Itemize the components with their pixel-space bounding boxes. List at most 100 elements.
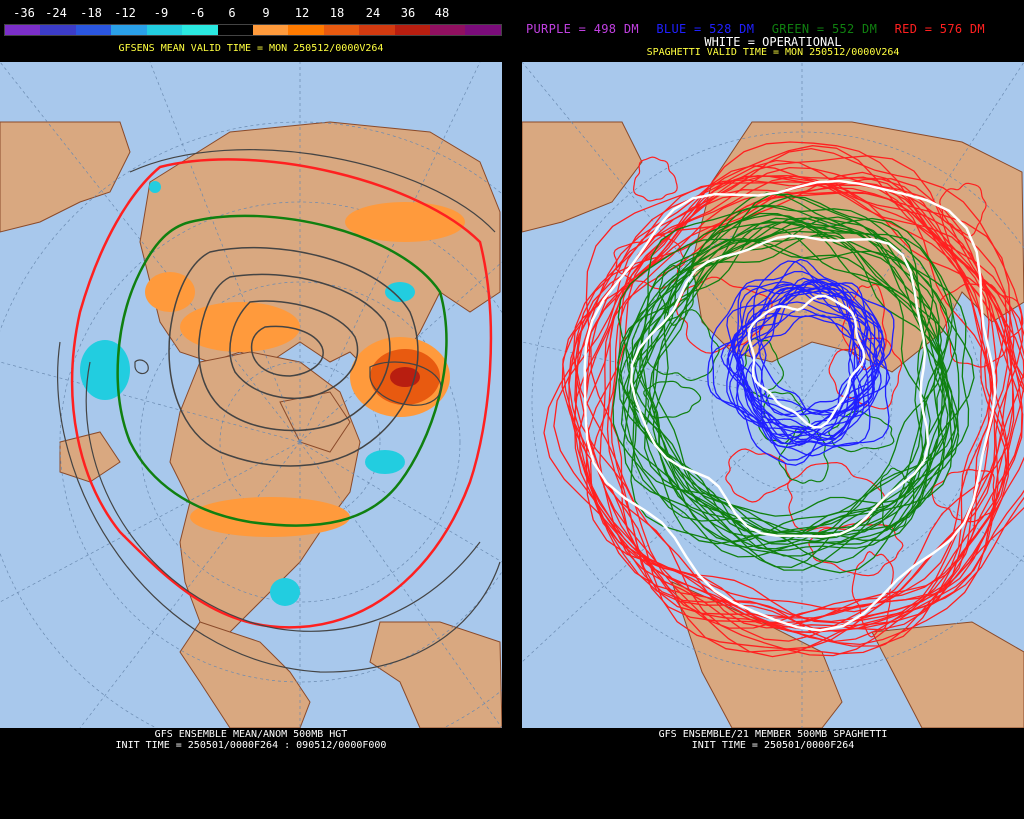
negative-anomaly [385,282,415,302]
negative-anomaly [365,450,405,474]
valid-time-title: GFSENS MEAN VALID TIME = MON 250512/0000… [118,43,384,54]
contour-576-member [585,174,1024,634]
contour-552-member [626,221,942,541]
contour [369,361,442,406]
contour-552-member [648,192,959,543]
contour [250,325,324,377]
contour-552-member [643,380,702,419]
scale-label: -9 [153,6,169,20]
contour-552-member [639,225,941,543]
contour-528-member [710,285,859,466]
contour-528-member [751,277,865,447]
contour-576-member [606,175,1023,624]
colorbar-swatch [146,25,183,35]
contour-552-member [640,221,949,545]
positive-anomaly [345,202,465,242]
contour-552-member [619,205,934,545]
legend-purple: PURPLE = 498 DM [526,22,639,36]
contour-528-member [736,281,878,443]
contour-552-member [652,237,949,569]
anomaly-colorbar [4,24,502,36]
negative-anomaly [270,578,300,606]
operational-552 [630,234,930,538]
operational-576 [583,179,997,632]
contour-576 [70,158,493,629]
mean-anomaly-map [0,62,502,728]
footer-line2: INIT TIME = 250501/0000F264 : 090512/000… [115,740,387,751]
contour-528-member [726,308,878,445]
contour-552-member [632,213,953,558]
panel-divider [502,0,522,819]
legend-blue: BLUE = 528 DM [656,22,755,36]
contour-576-member [675,276,773,354]
colorbar-swatch [5,25,41,35]
spaghetti-contours [543,141,1024,658]
colorbar-swatch [75,25,112,35]
contour [57,341,501,673]
contour-528-member [735,270,886,440]
contour-528-member [735,315,866,437]
positive-anomaly [390,367,420,387]
contour-552-member [612,225,945,535]
contour-552-member [646,309,720,382]
anomaly-shading [80,181,465,606]
contour-552-member [620,235,931,539]
colorbar-swatch [430,25,466,35]
colorbar-swatch [252,25,289,35]
scale-label: -12 [114,6,136,20]
colorbar-swatch [465,25,501,35]
colorbar-swatch [323,25,360,35]
contour [134,359,149,375]
negative-anomaly [80,340,130,400]
contour-576-member [610,141,1024,619]
contour-576-member [931,468,996,523]
spaghetti-panel: PURPLE = 498 DM BLUE = 528 DM GREEN = 55… [522,0,1024,819]
scale-label: -36 [13,6,35,20]
contour-576-member [632,156,678,202]
positive-anomaly [180,302,300,352]
colorbar-swatch [288,25,324,35]
colorbar-swatch [182,25,218,35]
positive-anomaly [145,272,195,312]
scale-label: -6 [189,6,205,20]
contour-576-member [553,175,1008,620]
contour [198,273,391,432]
spaghetti-valid-time: SPAGHETTI VALID TIME = MON 250512/0000V2… [646,47,900,58]
contour-552-member [828,410,895,453]
contour-576-member [851,550,894,638]
contour-552-member [652,193,952,517]
footer-line2: INIT TIME = 250501/0000F264 [691,740,855,751]
contour [85,361,481,632]
contour-552-member [622,230,960,536]
scale-label: 36 [400,6,416,20]
scale-label: 24 [365,6,381,20]
scale-label: -24 [45,6,67,20]
anomaly-scale-labels: -36 -24 -18 -12 -9 -6 6 9 12 18 24 36 48 [4,6,500,20]
contour-576-member [599,171,1024,646]
contour-576-member [568,180,1024,647]
colorbar-swatch [111,25,147,35]
scale-label: 18 [329,6,345,20]
colorbar-swatch [359,25,395,35]
scale-label: 9 [262,6,270,20]
contour [129,149,496,233]
contour-576-member [787,461,886,531]
scale-label: 48 [434,6,450,20]
operational-528 [747,294,866,429]
contour-576-member [725,448,791,503]
contour-552-member [618,217,956,557]
contour-552-member [643,216,953,564]
negative-anomaly [149,181,161,193]
contour [168,246,419,467]
contour-576-member [573,155,1009,633]
legend-red: RED = 576 DM [894,22,985,36]
contour-576-member [808,524,904,577]
colorbar-swatch [217,25,253,35]
colorbar-swatch [40,25,76,35]
scale-label: -18 [80,6,102,20]
contour-576-member [543,189,1010,626]
contour-528-member [749,286,868,418]
contour-legend: PURPLE = 498 DM BLUE = 528 DM GREEN = 55… [526,22,1020,36]
contour-576-member [939,283,1024,368]
spaghetti-map [522,62,1024,728]
